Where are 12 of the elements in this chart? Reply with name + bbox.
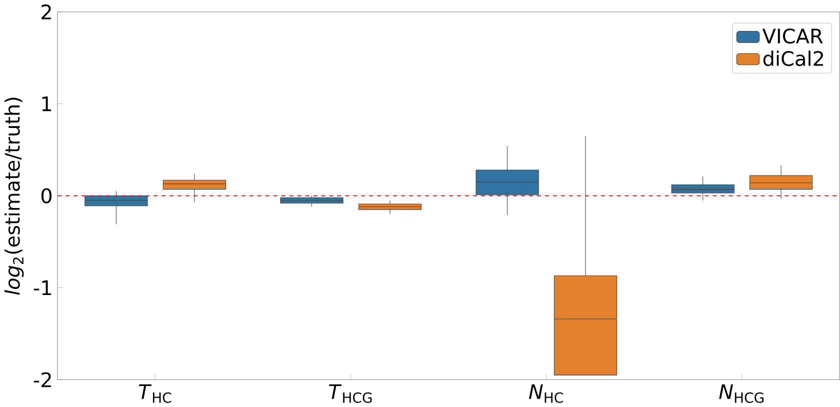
x-tick-label: N$_{HCG}$ [719, 384, 764, 403]
y-tick-label: -1 [34, 280, 51, 295]
x-tick-label: T$_{HCG}$ [329, 384, 372, 403]
y-tick-label: -2 [34, 372, 51, 387]
x-tick-label: N$_{HC}$ [529, 384, 563, 403]
x-tick-label: T$_{HC}$ [138, 384, 172, 403]
y-tick-label: 0 [41, 188, 52, 204]
legend-label: VICAR [762, 28, 823, 44]
y-tick-label: 2 [42, 4, 51, 20]
y-axis-title: log$_{2}$(estimate/truth) [4, 98, 24, 295]
y-tick-label: 1 [42, 96, 51, 111]
legend-label: diCal2 [763, 50, 824, 66]
